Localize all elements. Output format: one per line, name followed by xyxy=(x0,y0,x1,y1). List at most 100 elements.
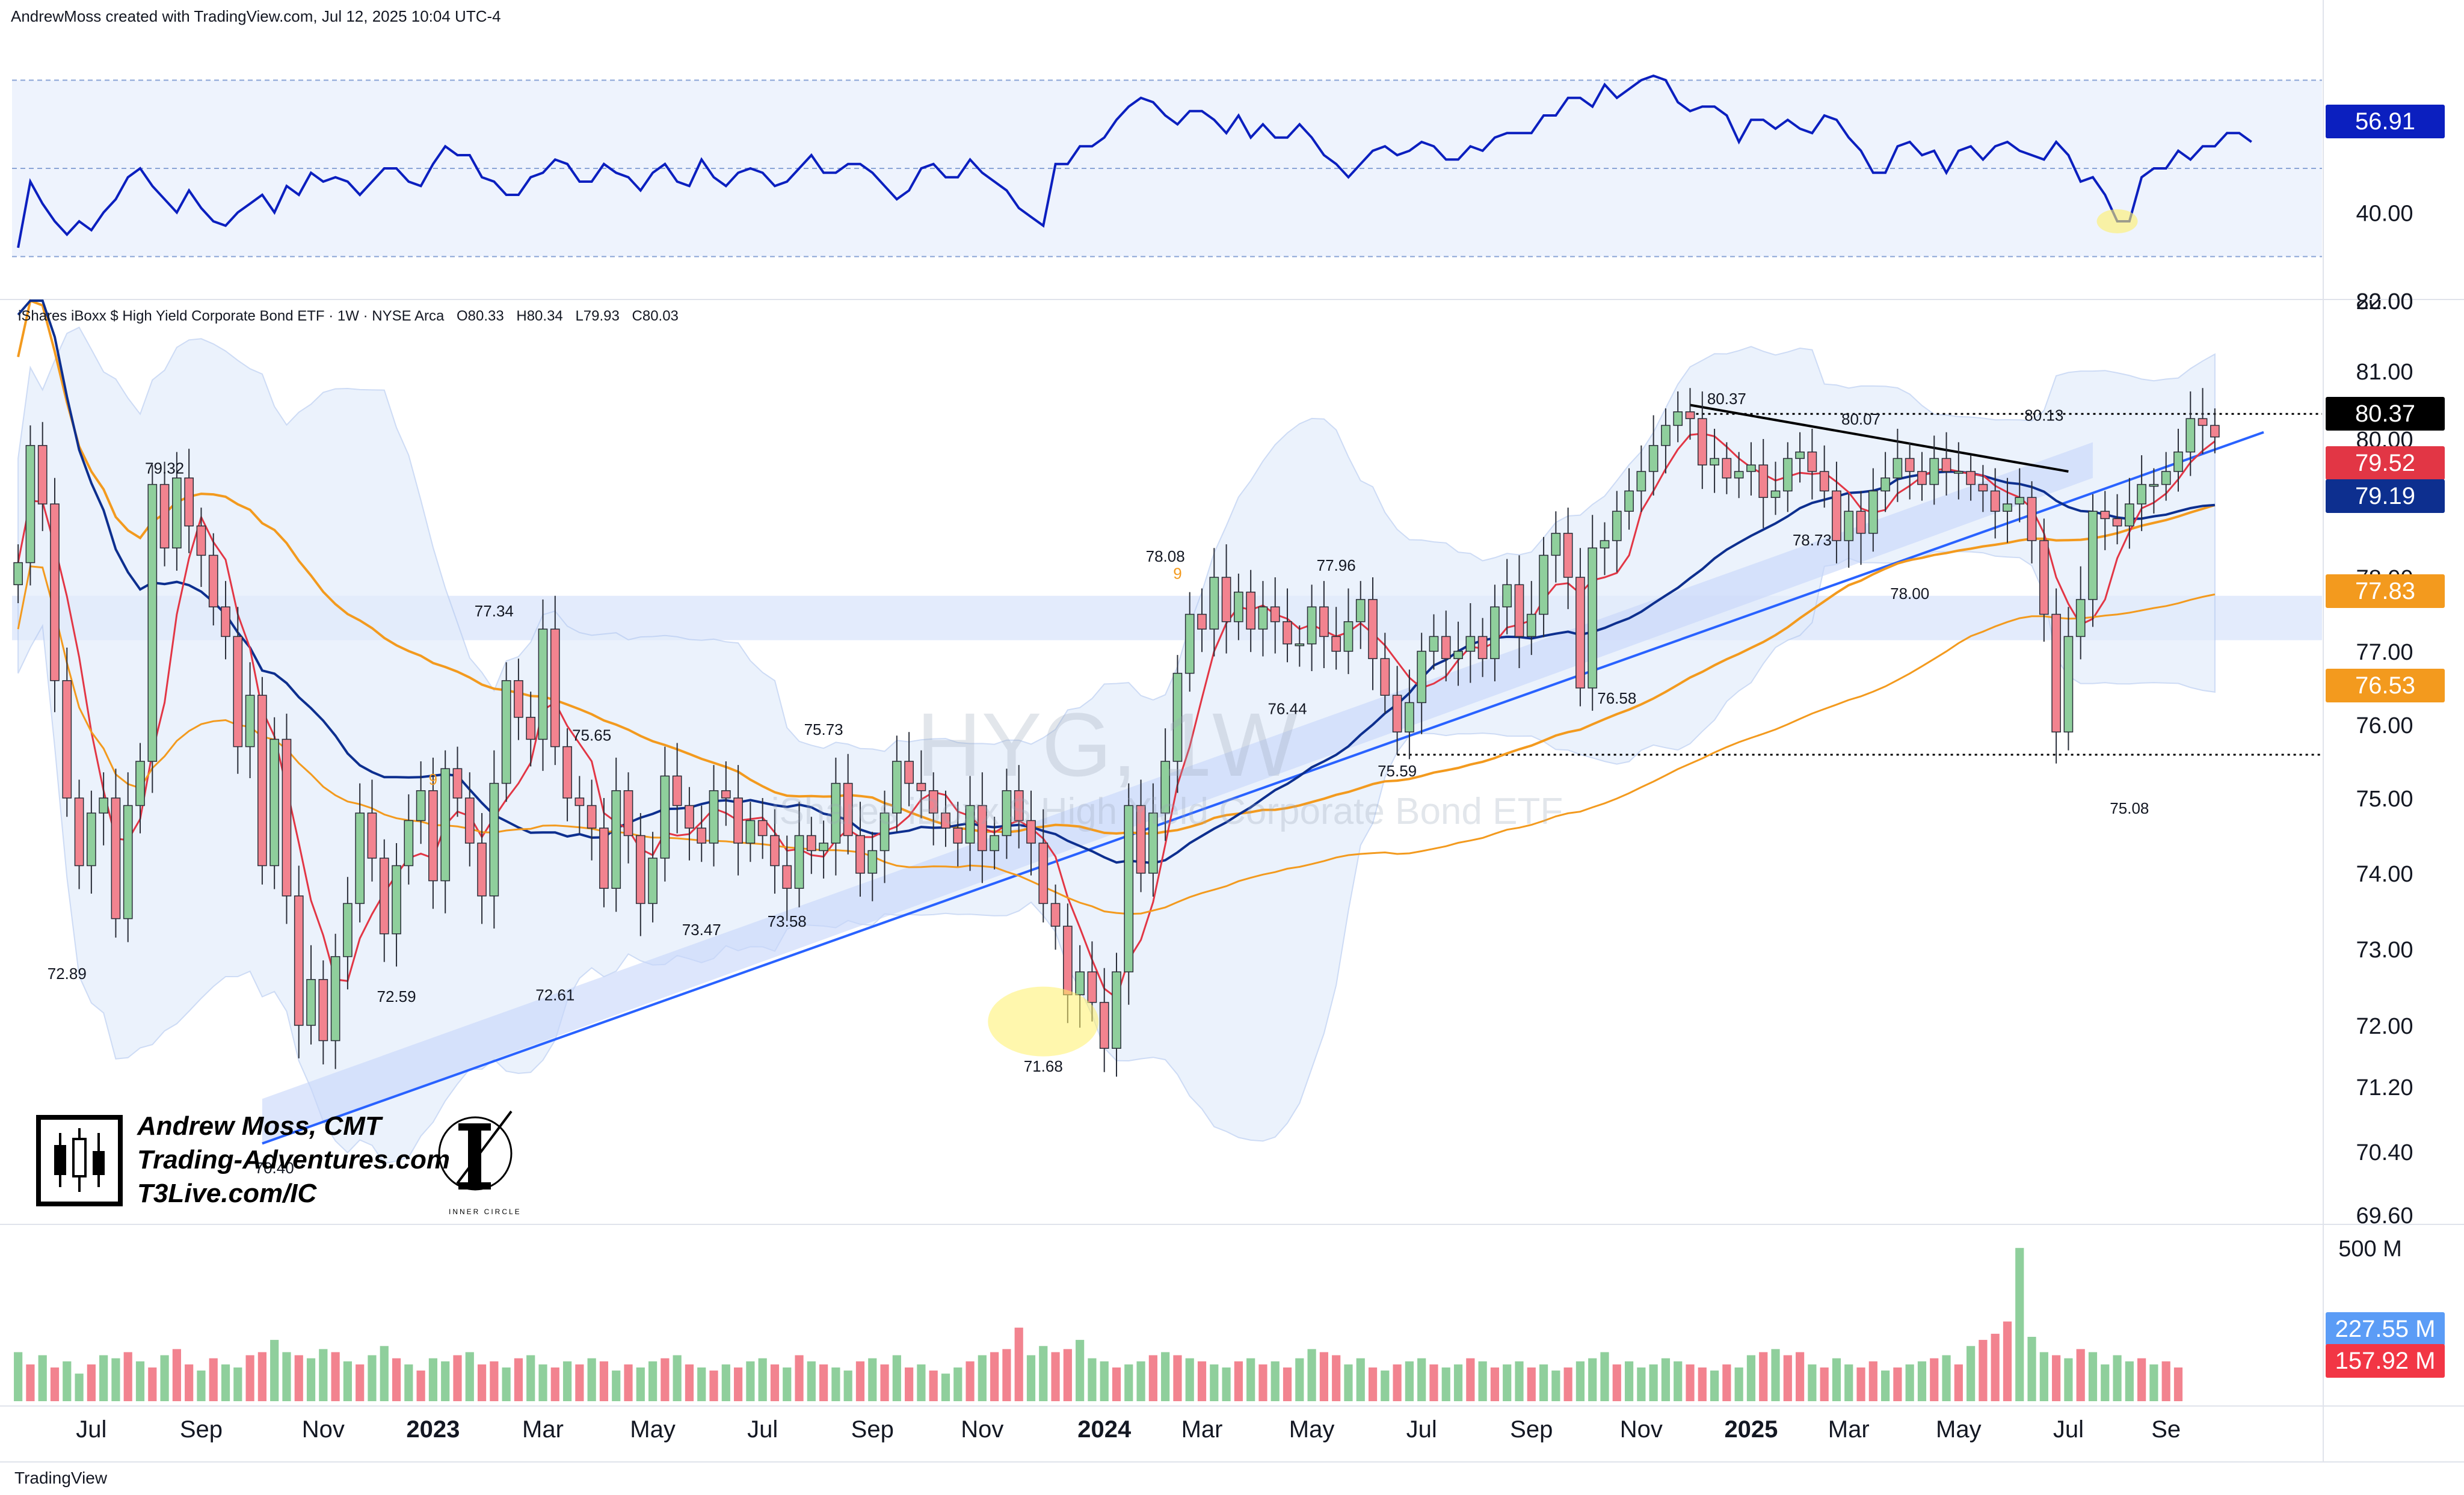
candle-down xyxy=(196,525,206,556)
candle-down xyxy=(1832,490,1841,541)
candle-down xyxy=(2051,613,2061,732)
volume-bar-up xyxy=(306,1358,316,1401)
price-tick-label: 73.00 xyxy=(2356,938,2413,963)
volume-bar-down xyxy=(1234,1361,1243,1401)
candle-up xyxy=(99,797,109,814)
candle-up xyxy=(1624,490,1634,512)
price-annotation: 76.58 xyxy=(1597,689,1636,707)
volume-bar-down xyxy=(905,1367,914,1401)
candle-up xyxy=(1160,761,1170,814)
volume-bar-down xyxy=(1490,1367,1500,1401)
candle-down xyxy=(1331,636,1341,652)
volume-bar-up xyxy=(1588,1358,1597,1401)
volume-bar-up xyxy=(1478,1361,1487,1401)
candle-up xyxy=(1636,471,1646,492)
volume-bar-up xyxy=(941,1374,950,1401)
candle-up xyxy=(1417,651,1427,704)
volume-bar-up xyxy=(1551,1371,1560,1401)
candle-up xyxy=(794,835,804,889)
volume-bar-down xyxy=(2173,1367,2183,1401)
volume-bar-down xyxy=(1686,1364,1695,1401)
price-tick-label: 77.00 xyxy=(2356,640,2413,665)
volume-bar-down xyxy=(87,1364,96,1401)
volume-bar-up xyxy=(1039,1346,1048,1401)
price-annotation: 70.40 xyxy=(255,1159,294,1177)
candle-up xyxy=(172,477,182,548)
volume-bar-down xyxy=(148,1367,157,1401)
volume-bar-down xyxy=(770,1364,780,1401)
volume-bar-up xyxy=(1441,1367,1450,1401)
candle-up xyxy=(440,768,451,882)
price-annotation: 72.89 xyxy=(48,965,87,983)
candle-up xyxy=(1526,613,1536,637)
tradingview-brand[interactable]: TradingView xyxy=(14,1469,108,1487)
volume-bar-up xyxy=(843,1371,852,1401)
candle-up xyxy=(2173,451,2183,472)
symbol-legend[interactable]: iShares iBoxx $ High Yield Corporate Bon… xyxy=(18,308,687,325)
candle-up xyxy=(2185,418,2196,453)
candle-up xyxy=(1490,606,1500,659)
candle-up xyxy=(1295,643,1305,646)
volume-bar-up xyxy=(2149,1364,2158,1401)
candle-down xyxy=(1368,599,1378,659)
time-tick-label: May xyxy=(1936,1416,1982,1443)
inner-circle-logo-icon xyxy=(438,1110,513,1191)
candle-up xyxy=(25,445,35,563)
inner-circle-label: INNER CIRCLE xyxy=(449,1208,522,1216)
candle-down xyxy=(1197,613,1207,630)
price-annotation: 75.65 xyxy=(572,726,611,744)
candle-down xyxy=(1063,926,1073,995)
candle-down xyxy=(428,790,438,882)
volume-bar-down xyxy=(550,1367,559,1401)
price-annotation: 77.34 xyxy=(475,602,514,620)
candle-up xyxy=(2075,599,2086,637)
candle-up xyxy=(1209,577,1219,630)
price-annotation: 79.32 xyxy=(145,459,184,477)
time-tick-label: 2024 xyxy=(1077,1416,1132,1443)
time-tick-label: Mar xyxy=(1181,1416,1223,1443)
volume-tick-label: 500 M xyxy=(2338,1236,2402,1262)
volume-bar-up xyxy=(111,1358,120,1401)
price-tick-label: 72.00 xyxy=(2356,1014,2413,1039)
sma-200-line xyxy=(17,299,2216,835)
candle-down xyxy=(1575,577,1585,689)
volume-bar-down xyxy=(294,1355,303,1401)
volume-bar-down xyxy=(929,1371,938,1401)
volume-bar-up xyxy=(1771,1349,1780,1401)
candle-up xyxy=(123,805,133,919)
volume-bar-down xyxy=(172,1349,181,1401)
volume-bar-up xyxy=(1088,1358,1097,1401)
volume-bar-up xyxy=(1381,1371,1390,1401)
price-annotation: 75.59 xyxy=(1378,762,1417,780)
volume-bar-up xyxy=(721,1364,730,1401)
candle-up xyxy=(1184,613,1195,674)
volume-bar-down xyxy=(453,1355,462,1401)
candle-down xyxy=(977,805,987,852)
volume-bar-up xyxy=(868,1358,877,1401)
volume-bar-up xyxy=(1136,1361,1145,1401)
volume-bar-up xyxy=(282,1352,291,1401)
candle-up xyxy=(648,858,658,904)
volume-bar-up xyxy=(2125,1361,2134,1401)
candle-down xyxy=(184,477,194,527)
volume-bar-up xyxy=(1624,1361,1634,1401)
time-tick-label: Jul xyxy=(76,1416,106,1443)
time-tick-label: Jul xyxy=(747,1416,778,1443)
candle-up xyxy=(1124,805,1134,972)
candle-up xyxy=(1465,636,1476,652)
volume-bar-up xyxy=(1344,1364,1353,1401)
candle-up xyxy=(2137,483,2146,505)
price-annotation: 80.37 xyxy=(1707,390,1746,408)
candle-down xyxy=(1380,658,1390,696)
volume-bar-up xyxy=(1674,1361,1683,1401)
volume-bar-down xyxy=(2003,1321,2012,1401)
candle-down xyxy=(1722,458,1732,479)
candle-down xyxy=(50,503,60,681)
candle-down xyxy=(953,827,963,844)
volume-bar-down xyxy=(1930,1358,1939,1401)
volume-bar-up xyxy=(538,1364,547,1401)
candle-up xyxy=(1343,621,1354,652)
volume-bar-down xyxy=(1466,1358,1475,1401)
volume-bar-up xyxy=(1575,1361,1585,1401)
candle-down xyxy=(62,680,72,799)
